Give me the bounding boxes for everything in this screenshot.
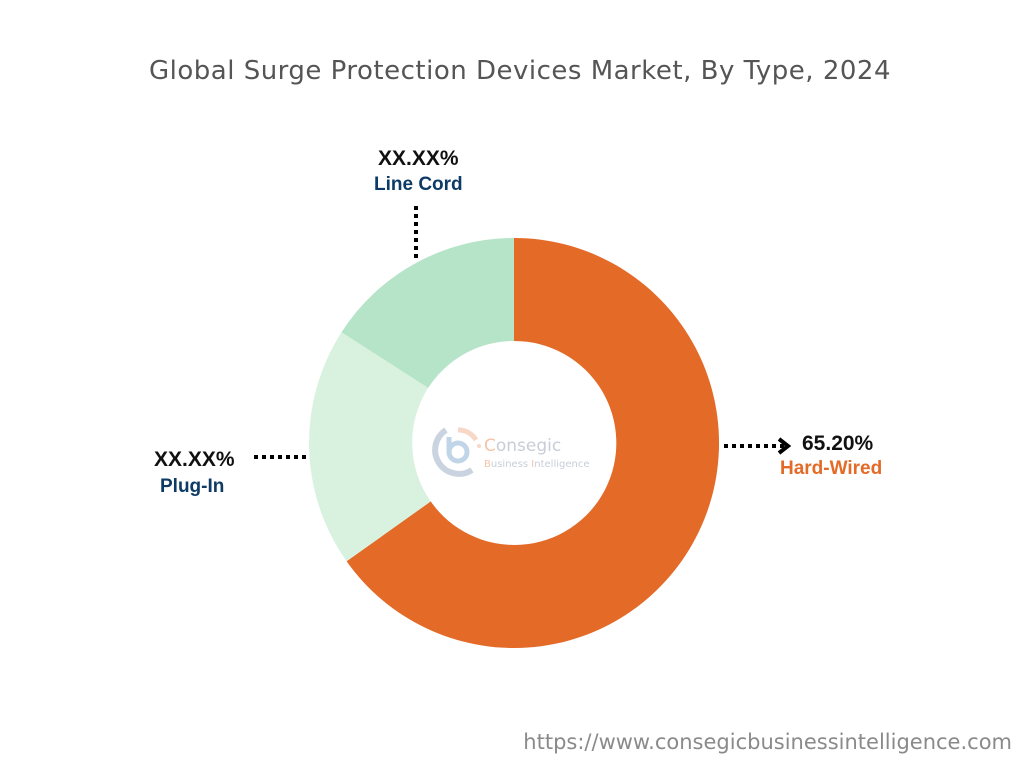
watermark-title: Consegic [484,436,562,456]
watermark-subtitle: Business Intelligence [484,459,590,470]
plug-in-label: Plug-In [160,476,225,497]
slice-plug-in [309,332,431,562]
hard-wired-label: Hard-Wired [780,458,883,479]
chart-title: Global Surge Protection Devices Market, … [148,56,892,86]
slice-hard-wired [346,238,720,648]
line-cord-value: XX.XX% [378,147,459,170]
consegic-logo-icon [432,427,481,477]
plug-in-value: XX.XX% [154,448,235,471]
source-url: https://www.consegicbusinessintelligence… [523,730,1012,754]
hard-wired-value: 65.20% [802,432,874,455]
slice-line-cord [341,238,514,388]
line-cord-label: Line Cord [374,174,463,195]
arrow-head-icon [777,437,792,455]
